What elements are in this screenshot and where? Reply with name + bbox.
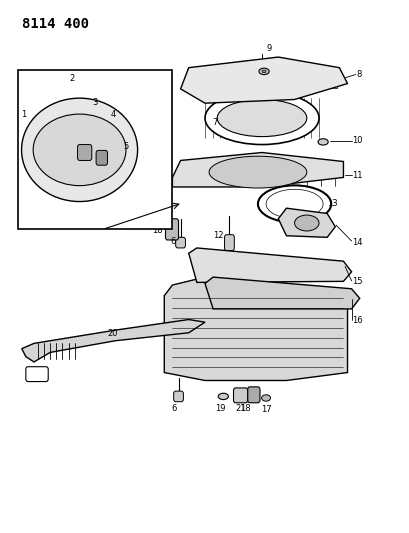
Ellipse shape — [33, 114, 126, 185]
FancyBboxPatch shape — [175, 237, 185, 248]
FancyBboxPatch shape — [233, 388, 247, 403]
Ellipse shape — [257, 185, 330, 222]
Ellipse shape — [294, 215, 318, 231]
Text: 9: 9 — [265, 44, 271, 53]
FancyBboxPatch shape — [165, 219, 178, 240]
Text: 12: 12 — [212, 231, 223, 240]
Ellipse shape — [217, 100, 306, 136]
FancyBboxPatch shape — [77, 144, 92, 160]
Text: 18: 18 — [151, 226, 162, 235]
Text: 4: 4 — [111, 110, 116, 119]
Ellipse shape — [261, 70, 265, 72]
Ellipse shape — [204, 92, 318, 144]
Ellipse shape — [22, 98, 137, 201]
Text: 20: 20 — [107, 329, 117, 338]
Text: 19: 19 — [215, 405, 225, 414]
FancyBboxPatch shape — [26, 367, 48, 382]
Text: 10: 10 — [352, 136, 362, 146]
Bar — [18, 70, 172, 229]
Text: 8: 8 — [355, 70, 361, 79]
Text: 5: 5 — [123, 142, 128, 151]
Polygon shape — [22, 319, 204, 362]
Ellipse shape — [261, 395, 270, 401]
Text: 7: 7 — [211, 118, 217, 127]
FancyBboxPatch shape — [224, 235, 234, 251]
Polygon shape — [278, 208, 335, 237]
Text: 2: 2 — [69, 74, 74, 83]
Ellipse shape — [258, 68, 268, 75]
Ellipse shape — [265, 189, 322, 219]
Text: 8114 400: 8114 400 — [22, 17, 88, 31]
Polygon shape — [180, 57, 347, 103]
Polygon shape — [172, 152, 343, 187]
Ellipse shape — [218, 393, 228, 400]
Text: 17: 17 — [260, 406, 271, 415]
Text: 6: 6 — [170, 237, 175, 246]
Text: 21: 21 — [235, 405, 245, 414]
Text: 15: 15 — [352, 277, 362, 286]
Text: 6: 6 — [171, 405, 177, 414]
Text: 16: 16 — [352, 316, 362, 325]
FancyBboxPatch shape — [247, 387, 259, 403]
Polygon shape — [204, 277, 359, 309]
Text: 14: 14 — [352, 238, 362, 247]
Text: 18: 18 — [240, 405, 250, 414]
Ellipse shape — [317, 139, 327, 145]
FancyBboxPatch shape — [96, 150, 107, 165]
Ellipse shape — [209, 156, 306, 188]
Text: 11: 11 — [352, 171, 362, 180]
Polygon shape — [188, 248, 351, 282]
Text: 13: 13 — [326, 199, 337, 208]
FancyBboxPatch shape — [173, 391, 183, 402]
Polygon shape — [164, 277, 347, 381]
Text: 3: 3 — [92, 98, 97, 107]
Text: 1: 1 — [21, 110, 26, 119]
